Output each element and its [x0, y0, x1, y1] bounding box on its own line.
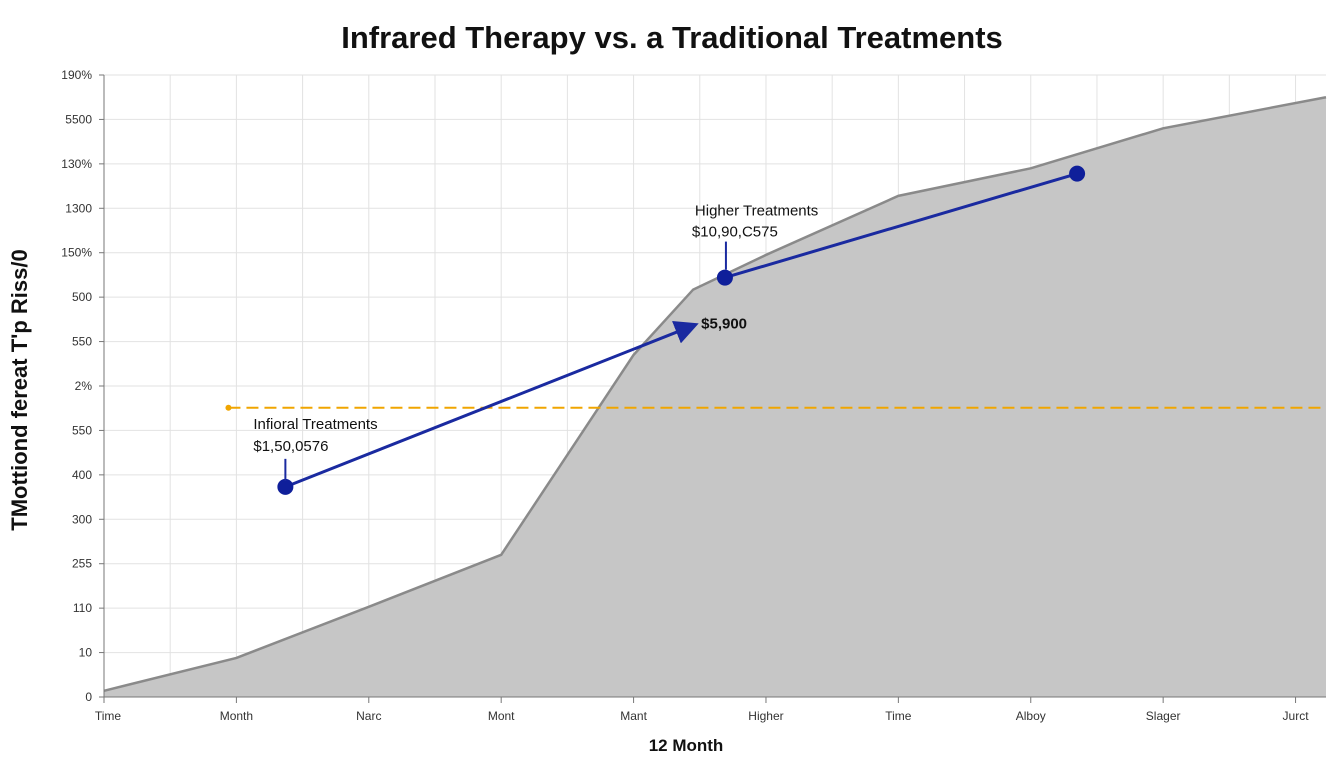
data-point — [277, 478, 294, 495]
x-tick-label: Alboy — [1016, 709, 1046, 723]
annotation-value: $5,900 — [701, 316, 747, 333]
blue-line — [724, 172, 1078, 280]
x-tick-label: Time — [95, 709, 122, 723]
x-tick-label: Slager — [1146, 709, 1181, 723]
x-axis-label: 12 Month — [648, 736, 724, 755]
y-tick-label: 2% — [75, 379, 93, 393]
data-point — [716, 269, 733, 286]
x-tick-label: Mant — [620, 709, 647, 723]
y-tick-label: 0 — [85, 690, 92, 704]
x-tick-label: Time — [885, 709, 912, 723]
area-line — [103, 95, 1327, 692]
y-tick-label: 400 — [72, 468, 92, 482]
y-tick-label: 10 — [79, 646, 93, 660]
annotation-label: Infioral Treatments — [253, 416, 377, 433]
y-tick-label: 255 — [72, 557, 92, 571]
annotation-label: Higher Treatments — [695, 203, 818, 220]
y-tick-label: 5500 — [65, 112, 92, 126]
annotation-value: $10,90,C575 — [692, 224, 778, 241]
x-tick-label: Jurct — [1283, 709, 1310, 723]
y-tick-label: 150% — [61, 246, 92, 260]
y-tick-label: 300 — [72, 512, 92, 526]
y-tick-label: 500 — [72, 290, 92, 304]
blue-arrow-line — [284, 321, 699, 489]
y-tick-label: 550 — [72, 423, 92, 437]
reference-line-marker — [225, 404, 232, 411]
x-tick-label: Narc — [356, 709, 381, 723]
x-tick-label: Higher — [748, 709, 783, 723]
y-tick-label: 110 — [73, 601, 92, 615]
area-fill — [104, 97, 1326, 697]
y-tick-label: 1300 — [65, 201, 92, 215]
chart-title: Infrared Therapy vs. a Traditional Treat… — [341, 20, 1003, 55]
x-tick-label: Month — [220, 709, 253, 723]
x-tick-label: Mont — [488, 709, 515, 723]
annotation-value: $1,50,0576 — [253, 438, 328, 455]
y-tick-label: 190% — [61, 68, 92, 82]
y-tick-label: 550 — [72, 335, 92, 349]
y-tick-label: 130% — [61, 157, 92, 171]
data-point — [1069, 165, 1086, 182]
